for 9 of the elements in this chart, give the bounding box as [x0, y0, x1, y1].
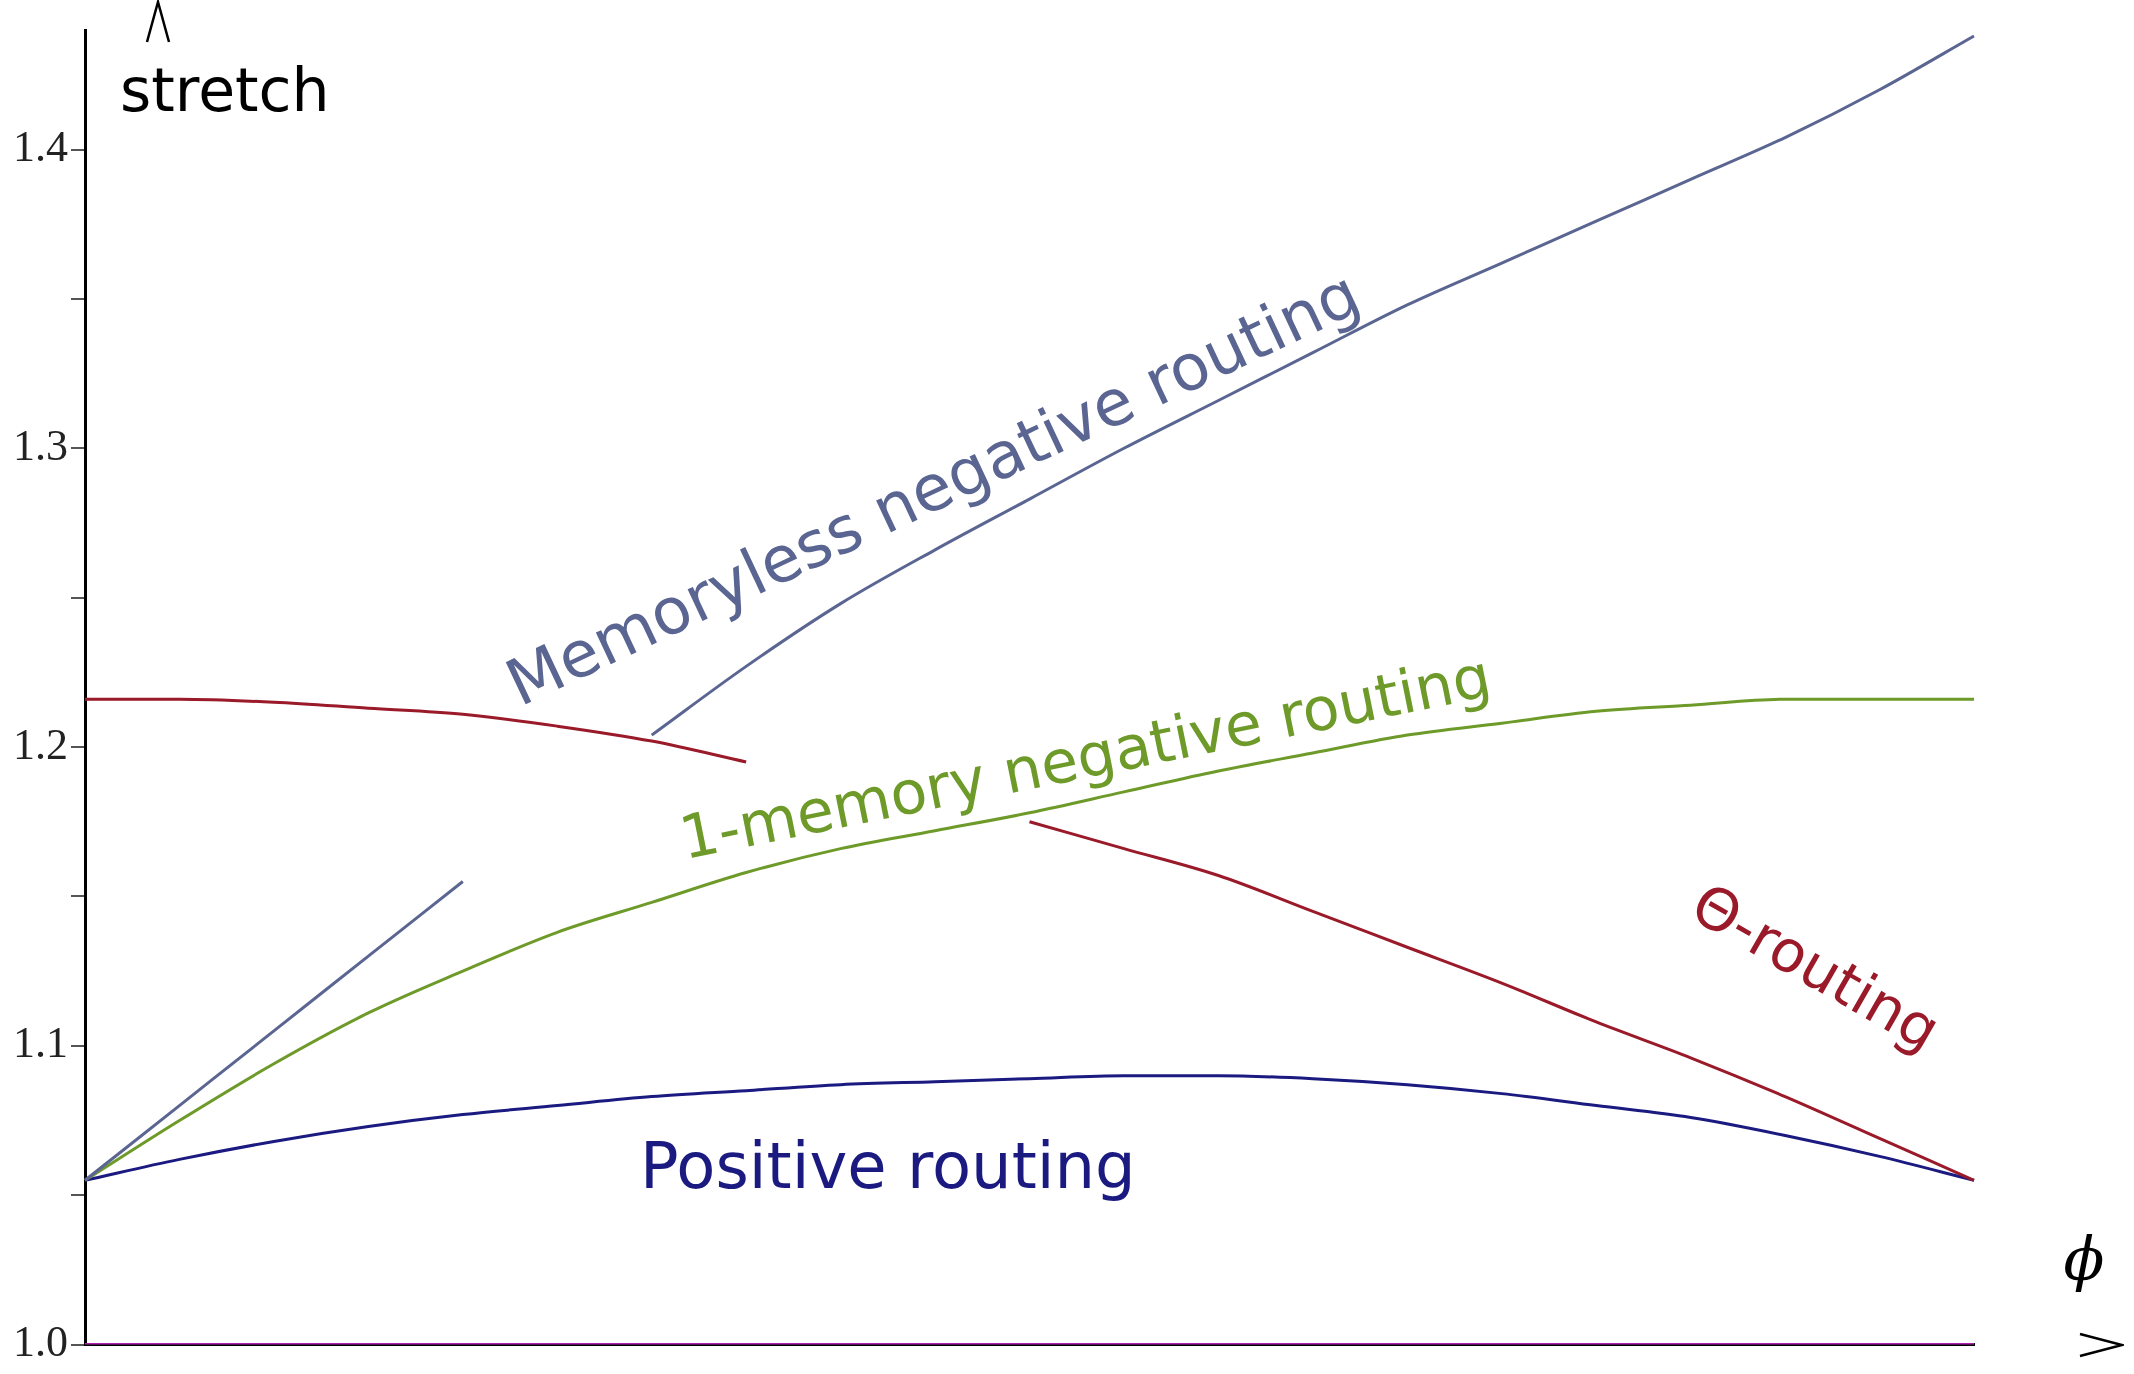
y-tick-label: 1.0: [13, 1317, 68, 1367]
y-tick-label: 1.1: [13, 1018, 68, 1068]
text: 1-memory negative routing: [673, 640, 1497, 873]
y-tick-label: 1.4: [13, 122, 68, 172]
y-axis-title: stretch: [120, 54, 330, 125]
x-axis-title: ϕ: [2063, 1224, 2105, 1295]
series-label: Positive routing: [639, 1128, 1136, 1203]
y-tick-label: 1.2: [13, 719, 68, 769]
y-tick-label: 1.3: [13, 420, 68, 470]
